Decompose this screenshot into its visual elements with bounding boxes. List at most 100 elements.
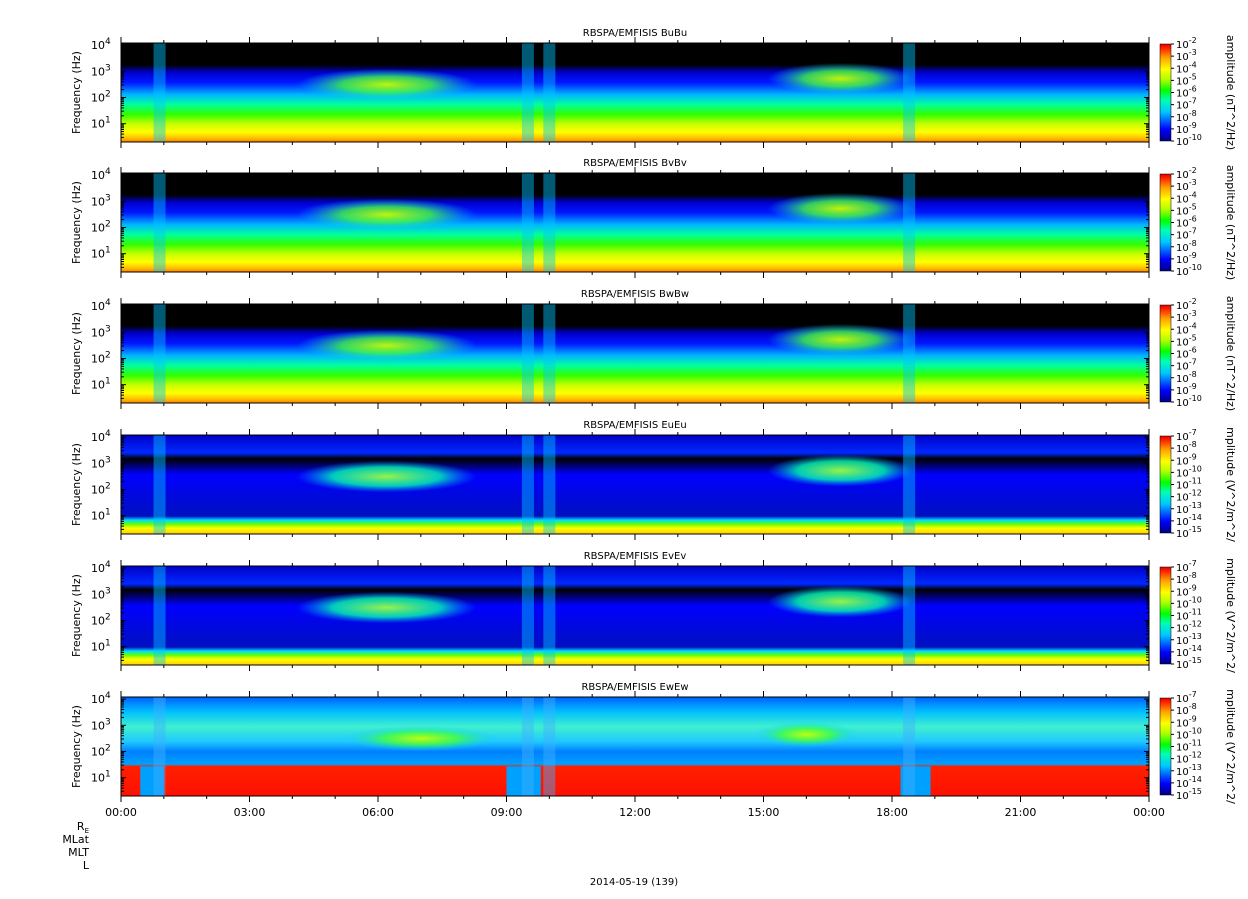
broadband-burst — [543, 566, 556, 665]
y-tick-label: 102 — [91, 481, 111, 496]
panel-title: RBSPA/EMFISIS EvEv — [584, 551, 687, 562]
wave-emission-region — [296, 198, 477, 231]
spectrogram-panel: RBSPA/EMFISIS BuBu 101 102 103 104 Frequency … — [70, 28, 1237, 150]
y-tick-exponent: 3 — [105, 63, 111, 73]
colorbar-tick-exponent: -6 — [1189, 85, 1197, 94]
colorbar-tick-exponent: -14 — [1189, 775, 1202, 784]
y-axis-label: Frequency (Hz) — [70, 312, 83, 395]
y-tick-exponent: 1 — [105, 377, 111, 387]
colorbar-label: amplitude (nT^2/Hz) — [1224, 165, 1237, 280]
spectrogram-image — [121, 566, 1149, 665]
y-tick-exponent: 4 — [105, 691, 111, 701]
y-tick-label: 102 — [91, 89, 111, 104]
spectrogram-image — [121, 304, 1149, 403]
colorbar-tick-exponent: -8 — [1189, 109, 1197, 118]
spectrogram-panel: RBSPA/EMFISIS BvBv 101 102 103 104 Frequency … — [70, 158, 1237, 280]
colorbar-tick-exponent: -9 — [1189, 452, 1197, 461]
y-tick-exponent: 2 — [105, 350, 111, 360]
y-tick-exponent: 3 — [105, 455, 111, 465]
colorbar-tick-exponent: -2 — [1189, 297, 1197, 306]
y-tick-label: 103 — [91, 586, 111, 601]
spectrogram-panel: RBSPA/EMFISIS EuEu 101 102 103 104 Frequency … — [70, 420, 1237, 542]
y-tick-label: 101 — [91, 377, 111, 392]
y-tick-exponent: 1 — [105, 770, 111, 780]
colorbar-tick-exponent: -14 — [1189, 513, 1202, 522]
colorbar-label: mplitude (V^2/m^2/ — [1224, 427, 1237, 542]
panel-title: RBSPA/EMFISIS BuBu — [583, 28, 687, 39]
colorbar-tick-exponent: -13 — [1189, 501, 1202, 510]
colorbar-tick-exponent: -8 — [1189, 239, 1197, 248]
date-label: 2014-05-19 (139) — [590, 877, 678, 888]
y-axis-label: Frequency (Hz) — [70, 705, 83, 788]
colorbar-tick-exponent: -5 — [1189, 202, 1197, 211]
y-tick-exponent: 4 — [105, 298, 111, 308]
x-tick-label: 18:00 — [876, 806, 908, 819]
y-axis-label: Frequency (Hz) — [70, 443, 83, 526]
y-tick-exponent: 3 — [105, 193, 111, 203]
colorbar-tick-exponent: -12 — [1189, 620, 1202, 629]
colorbar-tick-exponent: -15 — [1189, 787, 1202, 796]
broadband-burst — [903, 435, 916, 534]
broadband-burst — [543, 697, 556, 796]
y-tick-exponent: 1 — [105, 639, 111, 649]
y-tick-label: 102 — [91, 219, 111, 234]
spectrogram-panel: RBSPA/EMFISIS EwEw 101 102 103 104 00:00 03:00… — [70, 682, 1237, 819]
y-tick-exponent: 3 — [105, 586, 111, 596]
colorbar-tick-exponent: -8 — [1189, 440, 1197, 449]
wave-emission-region — [296, 591, 477, 624]
y-tick-label: 101 — [91, 770, 111, 785]
panel-title: RBSPA/EMFISIS BvBv — [583, 158, 687, 169]
colorbar-label: amplitude (nT^2/Hz) — [1224, 296, 1237, 411]
x-tick-label: 09:00 — [491, 806, 523, 819]
colorbar-tick-exponent: -4 — [1189, 190, 1197, 199]
colorbar — [1159, 43, 1172, 142]
broadband-burst — [521, 43, 534, 142]
panel-title: RBSPA/EMFISIS EwEw — [581, 682, 688, 693]
wave-emission-region — [296, 68, 477, 101]
colorbar-tick-exponent: -11 — [1189, 477, 1202, 486]
ephemeris-label: MLat — [62, 833, 89, 846]
y-tick-exponent: 4 — [105, 429, 111, 439]
colorbar-tick-exponent: -2 — [1189, 36, 1197, 45]
x-tick-label: 15:00 — [748, 806, 780, 819]
colorbar-tick-exponent: -9 — [1189, 583, 1197, 592]
colorbar — [1159, 697, 1172, 796]
y-tick-label: 103 — [91, 324, 111, 339]
colorbar-tick-exponent: -3 — [1189, 309, 1197, 318]
colorbar-tick-exponent: -12 — [1189, 751, 1202, 760]
colorbar — [1159, 304, 1172, 403]
broadband-burst — [903, 566, 916, 665]
wave-emission-region — [296, 329, 477, 362]
y-tick-exponent: 4 — [105, 560, 111, 570]
colorbar-tick-exponent: -15 — [1189, 656, 1202, 665]
wave-emission-region — [296, 460, 477, 493]
colorbar-tick-exponent: -5 — [1189, 72, 1197, 81]
colorbar-tick-exponent: -8 — [1189, 370, 1197, 379]
spectrogram-image — [121, 173, 1149, 272]
panel-title: RBSPA/EMFISIS EuEu — [583, 420, 686, 431]
colorbar-tick-exponent: -8 — [1189, 702, 1197, 711]
plasmapause-gap — [140, 766, 164, 796]
colorbar-tick-exponent: -9 — [1189, 714, 1197, 723]
broadband-burst — [903, 173, 916, 272]
colorbar-tick-exponent: -10 — [1189, 464, 1202, 473]
y-tick-exponent: 1 — [105, 116, 111, 126]
colorbar-tick-exponent: -4 — [1189, 321, 1197, 330]
broadband-burst — [153, 43, 166, 142]
spectrogram-panel: RBSPA/EMFISIS EvEv 101 102 103 104 Frequency … — [70, 551, 1237, 673]
y-tick-exponent: 3 — [105, 717, 111, 727]
colorbar-tick-exponent: -7 — [1189, 97, 1197, 106]
spectrogram-image — [121, 697, 1149, 796]
broadband-burst — [521, 304, 534, 403]
plasmapause-gap — [506, 766, 541, 796]
y-tick-label: 104 — [91, 691, 111, 706]
y-tick-exponent: 2 — [105, 89, 111, 99]
colorbar-tick-exponent: -11 — [1189, 608, 1202, 617]
colorbar-tick-exponent: -7 — [1189, 358, 1197, 367]
wave-emission-region — [767, 323, 914, 356]
colorbar-label: mplitude (V^2/m^2/ — [1224, 689, 1237, 804]
spectrogram-panel: RBSPA/EMFISIS BwBw 101 102 103 104 Frequency … — [70, 289, 1237, 411]
y-tick-label: 102 — [91, 350, 111, 365]
wave-emission-region — [343, 725, 498, 752]
broadband-burst — [543, 43, 556, 142]
